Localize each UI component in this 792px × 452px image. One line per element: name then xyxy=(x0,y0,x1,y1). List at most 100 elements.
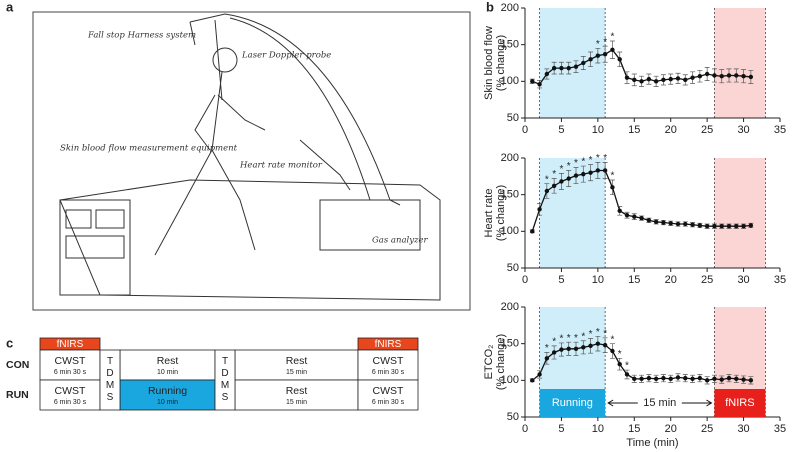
data-point xyxy=(588,57,593,62)
panel-label: a xyxy=(6,0,14,14)
cell xyxy=(99,349,121,411)
x-tick-label: 15 xyxy=(628,274,640,286)
harness-rope xyxy=(189,19,223,101)
x-tick-label: 10 xyxy=(592,274,604,286)
data-point xyxy=(748,74,754,80)
cell xyxy=(39,379,101,411)
x-tick-label: 25 xyxy=(701,274,713,286)
phase-box xyxy=(539,389,606,417)
significance-marker: * xyxy=(603,328,607,339)
fnirs-label: fNIRS xyxy=(375,339,402,350)
y-tick-label: 150 xyxy=(501,189,519,201)
data-point xyxy=(595,53,601,58)
y-tick-label: 200 xyxy=(501,301,519,313)
data-point xyxy=(530,378,535,383)
data-point xyxy=(661,375,666,381)
x-tick-label: 0 xyxy=(522,274,528,286)
y-axis-label: (% change) xyxy=(495,35,507,91)
data-point xyxy=(632,77,637,83)
data-point xyxy=(573,64,579,69)
significance-marker: * xyxy=(567,161,571,172)
x-tick-label: 35 xyxy=(774,124,786,136)
data-point xyxy=(617,208,622,213)
significance-marker: * xyxy=(610,171,614,182)
cell xyxy=(39,349,101,381)
data-point xyxy=(697,74,703,79)
data-point xyxy=(566,65,571,71)
shaded-region xyxy=(714,158,766,268)
shaded-region xyxy=(539,158,606,268)
fnirs-label: fNIRS xyxy=(57,339,84,350)
frame xyxy=(32,11,471,311)
data-point xyxy=(690,222,695,227)
data-point xyxy=(610,348,615,354)
device xyxy=(65,235,125,259)
cell-sub: 6 min 30 s xyxy=(54,399,87,406)
equipment-cart xyxy=(59,199,131,296)
significance-marker: * xyxy=(552,337,556,348)
data-point xyxy=(690,376,695,382)
row-label: RUN xyxy=(6,389,29,401)
cell xyxy=(357,349,419,381)
sketch-label: Skin blood flow measurement equipment xyxy=(60,144,238,154)
data-point xyxy=(734,224,739,229)
data-point xyxy=(544,188,550,194)
data-point xyxy=(668,376,673,382)
phase-label: fNIRS xyxy=(725,397,754,409)
data-point xyxy=(559,347,564,352)
cell-sub: 6 min 30 s xyxy=(372,399,405,406)
data-point xyxy=(741,377,746,382)
interval-arrow xyxy=(607,399,713,407)
interval-label: 15 min xyxy=(643,397,676,409)
data-point xyxy=(675,221,681,227)
significance-marker: * xyxy=(567,333,571,344)
cell xyxy=(214,349,236,411)
data-point xyxy=(668,221,673,226)
cell xyxy=(234,379,359,411)
x-tick-label: 35 xyxy=(774,274,786,286)
gas-analyzer-box xyxy=(319,199,421,251)
sketch-label: Laser Doppler probe xyxy=(241,51,331,61)
data-point xyxy=(726,224,732,229)
data-point xyxy=(741,74,746,79)
sketch-label: Gas analyzer xyxy=(372,236,429,246)
cell-sub: 10 min xyxy=(157,399,178,406)
tdms-label: TDMS xyxy=(105,356,116,404)
cell-sub: 10 min xyxy=(157,369,178,376)
cell-title: CWST xyxy=(55,385,86,397)
x-tick-label: 0 xyxy=(522,423,528,435)
data-point xyxy=(551,65,557,71)
data-point xyxy=(588,343,593,349)
data-point xyxy=(690,75,695,80)
monitor xyxy=(95,209,125,229)
significance-marker: * xyxy=(545,174,549,185)
data-point xyxy=(581,345,586,350)
y-tick-label: 100 xyxy=(501,374,519,386)
data-point xyxy=(588,170,593,175)
y-axis-label: Skin blood flow xyxy=(483,26,495,100)
x-tick-label: 25 xyxy=(701,423,713,435)
data-point xyxy=(595,168,601,173)
significance-marker: * xyxy=(596,39,600,50)
x-tick-label: 0 xyxy=(522,124,528,136)
data-point xyxy=(530,229,535,234)
data-point xyxy=(632,214,637,219)
data-point xyxy=(632,376,637,382)
sketch-label: Fall stop Harness system xyxy=(87,31,196,41)
y-axis-label: ETCO₂ xyxy=(483,345,495,380)
data-point xyxy=(624,75,630,80)
cell-title: Rest xyxy=(157,355,179,367)
data-point xyxy=(704,71,710,77)
data-point xyxy=(617,362,622,367)
significance-marker: * xyxy=(603,37,607,48)
data-point xyxy=(741,224,746,229)
x-tick-label: 5 xyxy=(558,124,564,136)
data-point xyxy=(748,378,754,383)
significance-marker: * xyxy=(610,32,614,43)
significance-marker: * xyxy=(589,155,593,166)
cell-title: CWST xyxy=(373,385,404,397)
data-point xyxy=(602,52,608,57)
shaded-region xyxy=(539,8,606,118)
data-point xyxy=(537,207,542,212)
